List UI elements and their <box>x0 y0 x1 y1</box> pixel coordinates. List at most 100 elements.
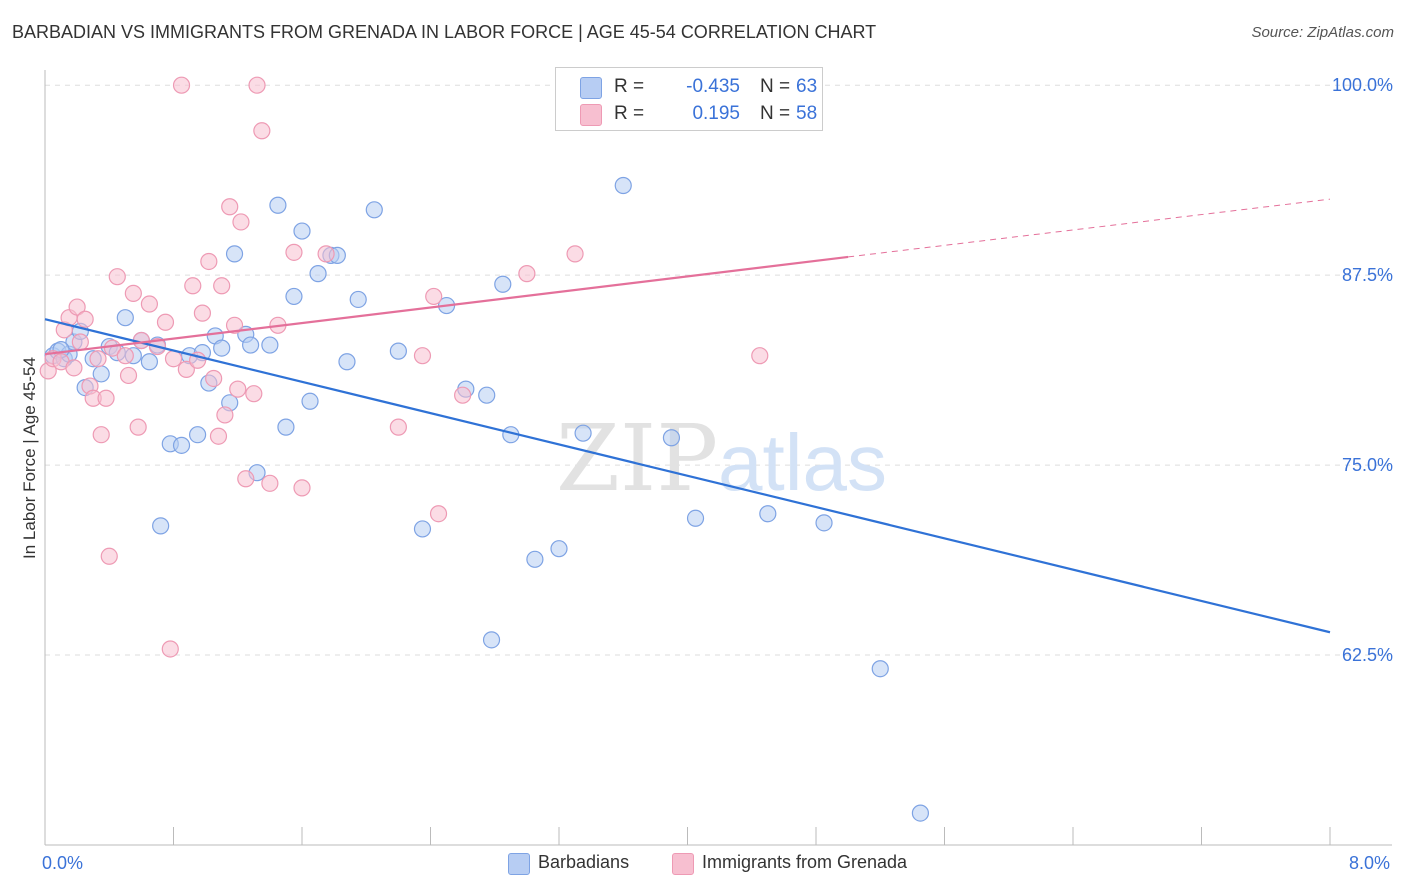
point-grenada <box>97 389 115 407</box>
point-grenada <box>232 213 250 231</box>
point-grenada <box>124 284 142 302</box>
point-barbadian <box>815 514 833 532</box>
point-grenada <box>92 426 110 444</box>
r-label: R = <box>614 103 645 124</box>
point-barbadian <box>172 436 191 454</box>
point-grenada <box>225 316 244 334</box>
point-grenada <box>177 360 195 378</box>
point-grenada <box>89 350 107 368</box>
point-barbadian <box>152 517 170 535</box>
point-grenada <box>237 470 255 488</box>
point-barbadian <box>116 309 134 327</box>
point-barbadian <box>242 336 260 354</box>
point-grenada <box>156 313 175 331</box>
point-grenada <box>261 474 279 492</box>
y-tick-label: 75.0% <box>1342 455 1393 475</box>
point-grenada <box>248 76 266 94</box>
point-barbadian <box>213 339 231 357</box>
legend-swatch-pink <box>580 104 602 126</box>
r-value: -0.435 <box>686 76 740 97</box>
point-barbadian <box>293 222 311 240</box>
n-value: 63 <box>796 76 818 97</box>
point-barbadian <box>389 342 407 360</box>
trendline-barbadians <box>44 318 1331 634</box>
point-barbadian <box>269 196 287 214</box>
y-tick-label: 62.5% <box>1342 645 1393 665</box>
point-grenada <box>200 252 218 271</box>
point-grenada <box>413 347 432 365</box>
gridlines <box>45 84 1392 656</box>
point-grenada <box>140 295 159 313</box>
x-tick-label-max: 8.0% <box>1349 853 1391 873</box>
point-barbadian <box>574 424 592 442</box>
axes <box>44 70 1392 846</box>
legend-label-barbadians: Barbadians <box>538 852 630 872</box>
point-grenada <box>429 505 448 523</box>
y-axis-label: In Labor Force | Age 45-54 <box>20 357 39 559</box>
zipatlas-watermark: ZIP atlas <box>556 405 887 512</box>
point-barbadian <box>261 336 279 354</box>
r-label: R = <box>614 76 645 97</box>
point-barbadian <box>550 540 568 558</box>
legend-swatch-blue <box>580 77 602 99</box>
point-grenada <box>68 298 86 316</box>
watermark-zip: ZIP <box>556 405 718 512</box>
scatter-points <box>39 76 930 822</box>
point-barbadian <box>338 353 356 371</box>
point-barbadian <box>614 176 632 195</box>
point-grenada <box>205 369 223 388</box>
point-grenada <box>389 418 407 436</box>
point-grenada <box>213 277 231 295</box>
point-grenada <box>454 386 472 404</box>
point-barbadian <box>140 353 159 371</box>
point-grenada <box>293 479 311 497</box>
stats-legend: R = -0.435 N = 63 R = 0.195 N = 58 <box>555 67 823 131</box>
point-grenada <box>172 76 191 94</box>
point-grenada <box>317 245 335 263</box>
point-grenada <box>216 406 234 424</box>
y-tick-label: 100.0% <box>1332 75 1393 95</box>
trendline-grenada-2 <box>848 198 1331 258</box>
point-grenada <box>164 350 183 368</box>
point-grenada <box>229 380 247 398</box>
point-grenada <box>751 347 769 365</box>
chart-title: BARBADIAN VS IMMIGRANTS FROM GRENADA IN … <box>12 22 877 42</box>
point-grenada <box>100 547 118 565</box>
point-barbadian <box>188 426 207 444</box>
point-barbadian <box>911 804 930 822</box>
point-grenada <box>184 277 202 295</box>
point-barbadian <box>365 201 383 219</box>
point-grenada <box>245 385 263 403</box>
point-barbadian <box>413 520 432 538</box>
y-tick-labels: 62.5% 75.0% 87.5% 100.0% <box>1332 75 1393 665</box>
point-barbadian <box>494 275 512 293</box>
trend-lines <box>44 198 1331 634</box>
point-grenada <box>425 287 443 306</box>
point-grenada <box>103 339 122 357</box>
point-grenada <box>119 366 138 385</box>
n-label: N = <box>760 103 791 124</box>
n-label: N = <box>760 76 791 97</box>
point-grenada <box>518 265 536 283</box>
point-barbadian <box>277 418 295 436</box>
point-grenada <box>161 640 179 658</box>
point-barbadian <box>686 509 705 527</box>
source-credit: Source: ZipAtlas.com <box>1251 24 1394 41</box>
point-barbadian <box>349 290 367 309</box>
y-tick-label: 87.5% <box>1342 265 1393 285</box>
point-grenada <box>116 347 134 365</box>
point-barbadian <box>301 392 319 410</box>
point-barbadian <box>92 365 110 383</box>
x-tick-label-min: 0.0% <box>42 853 84 873</box>
point-grenada <box>209 427 228 445</box>
r-value: 0.195 <box>692 103 740 124</box>
series-legend: Barbadians Immigrants from Grenada <box>0 852 1406 878</box>
legend-swatch-blue <box>508 853 530 875</box>
point-grenada <box>65 359 83 377</box>
point-grenada <box>76 310 94 328</box>
point-grenada <box>566 245 584 263</box>
legend-swatch-pink <box>672 853 694 875</box>
legend-label-grenada: Immigrants from Grenada <box>702 852 908 872</box>
point-grenada <box>71 333 89 351</box>
